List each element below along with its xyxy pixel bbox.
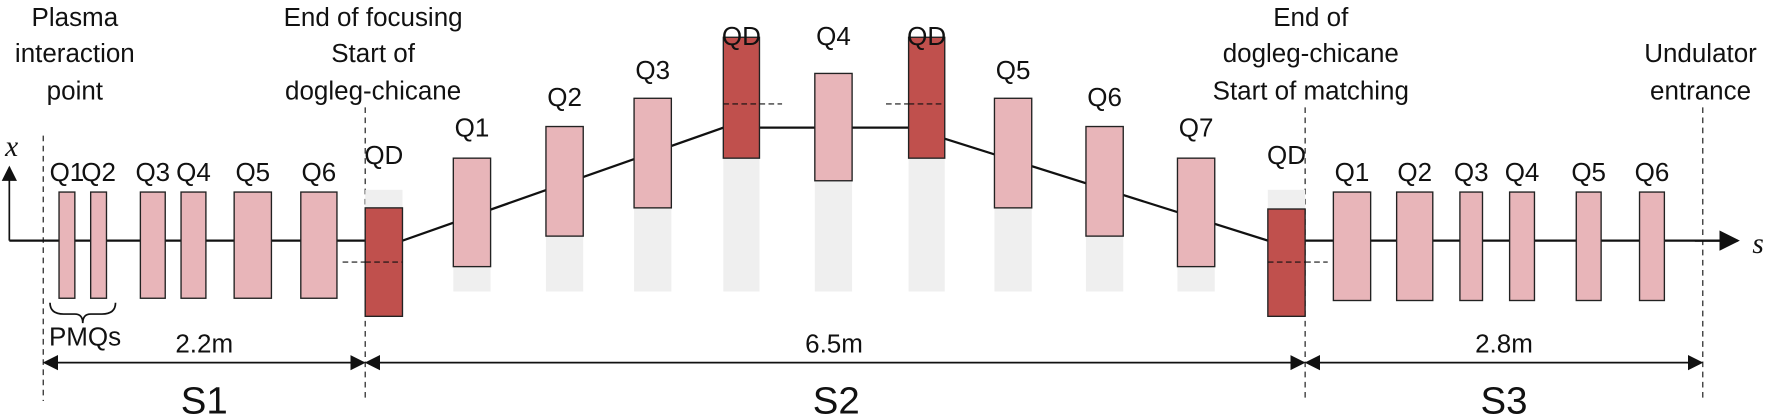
defocusing-quadrupole — [722, 36, 761, 159]
shadow-region — [994, 207, 1032, 292]
magnet-label: Q2 — [547, 82, 582, 112]
location-label: Start of — [331, 38, 415, 68]
quadrupole — [1085, 125, 1124, 237]
length-label: 2.2m — [175, 328, 233, 358]
quadrupole — [452, 157, 492, 268]
shadow-region — [634, 207, 672, 292]
magnet-label: Q5 — [1571, 157, 1606, 187]
magnet-label: Q6 — [302, 157, 337, 187]
shadow-region — [723, 158, 760, 292]
quadrupole — [545, 125, 584, 237]
x-axis-label: x — [4, 131, 18, 163]
location-label: interaction — [15, 38, 135, 68]
quadrupole — [300, 191, 338, 299]
quadrupole — [180, 191, 207, 299]
quadrupole — [139, 191, 166, 299]
magnet-label: Q4 — [176, 157, 211, 187]
section-label: S2 — [813, 379, 860, 418]
magnet-label: QD — [722, 21, 761, 51]
magnet-label: Q5 — [235, 157, 270, 187]
length-label: 2.8m — [1475, 328, 1533, 358]
pmq-brace — [49, 302, 117, 324]
section-label: S3 — [1480, 379, 1527, 418]
shadow-region — [1267, 189, 1306, 209]
location-label: Start of matching — [1213, 75, 1409, 105]
magnet-label: Q1 — [1335, 157, 1370, 187]
quadrupole — [1459, 191, 1484, 302]
magnet-label: Q3 — [635, 55, 670, 85]
defocusing-quadrupole — [907, 36, 946, 159]
magnet-label: QD — [1267, 140, 1306, 170]
location-label: point — [47, 75, 104, 105]
magnet-label: Q2 — [1397, 157, 1432, 187]
magnet-label: Q5 — [996, 55, 1031, 85]
quadrupole — [58, 191, 76, 299]
magnet-label: QD — [364, 140, 403, 170]
quadrupole — [1332, 191, 1372, 302]
magnet-label: Q6 — [1087, 82, 1122, 112]
location-label: End of focusing — [284, 2, 463, 32]
shadow-region — [908, 158, 945, 292]
section-label: S1 — [181, 379, 228, 418]
magnet-label: Q3 — [135, 157, 170, 187]
quadrupole — [89, 191, 108, 299]
magnet-label: Q6 — [1635, 157, 1670, 187]
location-label: Undulator — [1644, 38, 1757, 68]
magnet-label: Q1 — [455, 113, 490, 143]
magnet-label: Q7 — [1179, 113, 1214, 143]
quadrupole — [1575, 191, 1602, 302]
length-label: 6.5m — [805, 328, 863, 358]
group-label: PMQs — [49, 322, 121, 352]
magnet-label: Q2 — [81, 157, 116, 187]
quadrupole — [1176, 157, 1216, 268]
location-label: dogleg-chicane — [285, 75, 461, 105]
shadow-region — [545, 236, 584, 292]
magnet-label: Q3 — [1454, 157, 1489, 187]
magnet-label: Q1 — [50, 157, 85, 187]
location-label: Plasma — [32, 2, 119, 32]
quadrupole — [633, 97, 673, 209]
quadrupole — [1395, 191, 1434, 302]
location-label: End of — [1273, 2, 1349, 32]
shadow-region — [453, 266, 491, 292]
quadrupole — [993, 97, 1033, 209]
quadrupole — [233, 191, 273, 299]
quadrupole — [1508, 191, 1536, 302]
quadrupole — [1638, 191, 1666, 302]
magnet-label: Q4 — [816, 21, 851, 51]
foreground-layer: Plasma interaction point End of focusing Sta… — [15, 2, 1757, 418]
quadrupole — [814, 72, 853, 182]
shadow-region — [1085, 236, 1124, 292]
background-layer — [42, 107, 1704, 402]
magnet-label: Q4 — [1505, 157, 1540, 187]
shadow-region — [814, 180, 853, 292]
magnet-label: QD — [907, 21, 946, 51]
shadow-region — [365, 189, 403, 208]
s-axis-label: s — [1752, 228, 1763, 260]
location-label: entrance — [1650, 75, 1751, 105]
shadow-region — [1177, 266, 1215, 292]
location-label: dogleg-chicane — [1223, 38, 1399, 68]
